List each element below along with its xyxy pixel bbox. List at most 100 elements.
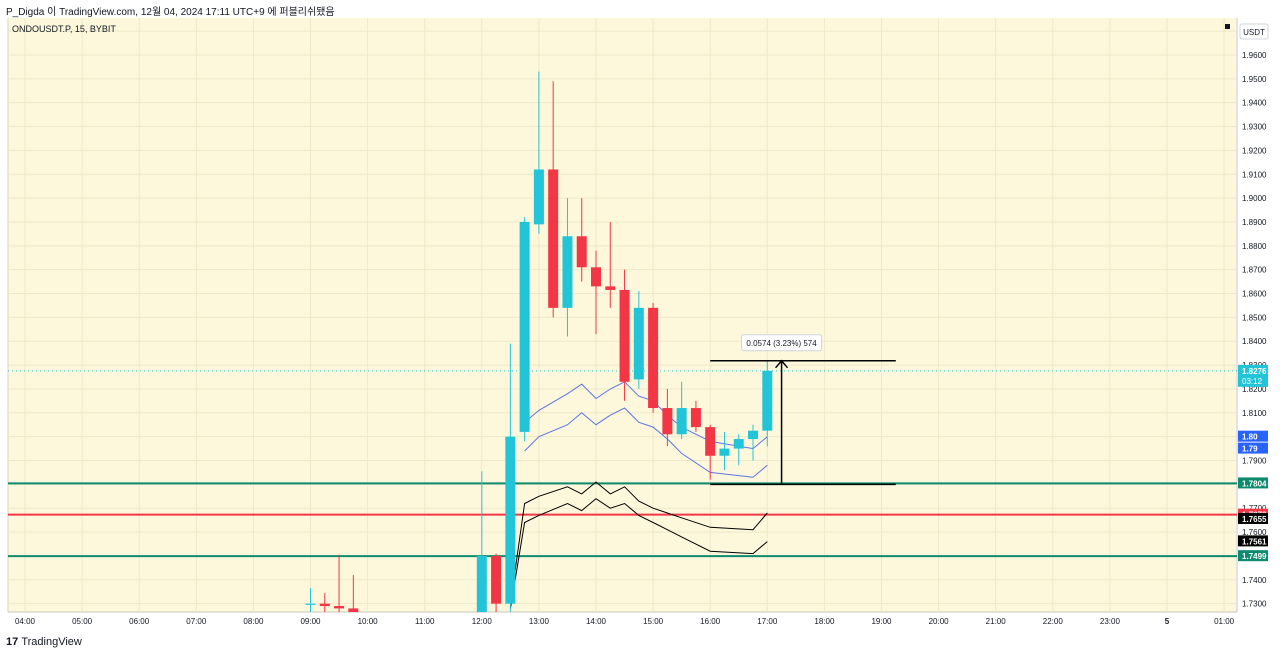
candle-body [705, 427, 716, 456]
price-badge-box [1238, 535, 1268, 547]
x-tick-label: 05:00 [72, 617, 93, 626]
candle[interactable] [762, 360, 773, 447]
logo-name: TradingView [21, 636, 82, 648]
symbol-label: ONDOUSDT.P, 15, BYBIT [12, 24, 116, 34]
black-band-upper [509, 481, 768, 604]
x-tick-label: 13:00 [529, 617, 550, 626]
y-tick-label: 1.9500 [1242, 75, 1267, 84]
candle-body [648, 307, 659, 409]
blue-band-lower [524, 407, 768, 478]
y-tick-label: 1.8900 [1242, 218, 1267, 227]
price-badge: 1.7561 [1242, 537, 1267, 546]
black-band-lower [509, 498, 768, 609]
x-tick-label: 21:00 [986, 617, 1007, 626]
candle[interactable] [619, 269, 630, 401]
x-tick-label: 5 [1165, 617, 1170, 626]
current-price-badge-countdown: 03:12 [1242, 377, 1263, 386]
chart-area[interactable]: ONDOUSDT.P, 15, BYBIT 0.0574 (3.23%) 574 U… [0, 18, 1280, 630]
candle-body [519, 221, 530, 432]
x-tick-label: 22:00 [1043, 617, 1064, 626]
candle[interactable] [733, 434, 744, 466]
candle[interactable] [348, 575, 359, 612]
candle[interactable] [662, 388, 673, 447]
x-tick-label: 01:00 [1214, 617, 1235, 626]
candle[interactable] [705, 424, 716, 480]
price-badge-box [1238, 430, 1268, 442]
current-price-badge-box [1238, 364, 1268, 387]
measure-label: 0.0574 (3.23%) 574 [746, 339, 817, 348]
x-tick-label: 06:00 [129, 617, 150, 626]
level-badge-box [1238, 550, 1268, 562]
candle[interactable] [491, 553, 502, 612]
candle[interactable] [533, 71, 544, 234]
y-tick-label: 1.9000 [1242, 194, 1267, 203]
candle-body [348, 608, 359, 612]
y-tick-label: 1.7600 [1242, 528, 1267, 537]
candle-body [533, 169, 544, 225]
candle-body [305, 603, 316, 605]
candle[interactable] [591, 250, 601, 335]
footer-bar: 17 TradingView [0, 632, 1280, 654]
price-badge-box [1238, 512, 1268, 524]
candle-body [319, 603, 330, 607]
candle[interactable] [605, 221, 616, 308]
chart-menu-icon[interactable] [1225, 24, 1230, 29]
y-tick-label: 1.9600 [1242, 51, 1267, 60]
candle-body [676, 408, 687, 435]
candle-body [576, 236, 587, 268]
x-tick-label: 18:00 [814, 617, 835, 626]
x-tick-label: 08:00 [243, 617, 264, 626]
y-tick-label: 1.9400 [1242, 99, 1267, 108]
price-badge: 1.80 [1242, 433, 1258, 442]
candle[interactable] [719, 431, 730, 471]
measure-arrow-head-icon [775, 359, 789, 369]
candle[interactable] [305, 588, 316, 612]
candle[interactable] [548, 81, 559, 318]
candle-body [548, 169, 559, 308]
candle[interactable] [690, 400, 701, 432]
y-tick-label: 1.8600 [1242, 290, 1267, 299]
candle-body [733, 439, 744, 449]
candle-body [505, 436, 516, 604]
candle[interactable] [676, 381, 687, 440]
candle[interactable] [748, 424, 759, 461]
price-badge-box [1238, 442, 1268, 454]
candle-body [591, 267, 601, 287]
x-tick-label: 11:00 [415, 617, 435, 626]
candle[interactable] [633, 291, 644, 389]
candle[interactable] [648, 303, 659, 413]
candle[interactable] [519, 217, 530, 442]
candle-body [690, 408, 701, 428]
y-tick-label: 1.9100 [1242, 170, 1267, 179]
y-tick-label: 1.7400 [1242, 576, 1267, 585]
candle-body [748, 430, 759, 440]
candlestick-chart[interactable]: ONDOUSDT.P, 15, BYBIT 0.0574 (3.23%) 574 U… [0, 18, 1280, 630]
x-tick-label: 14:00 [586, 617, 607, 626]
candle[interactable] [334, 554, 345, 612]
x-tick-label: 23:00 [1100, 617, 1121, 626]
price-range-measure[interactable]: 0.0574 (3.23%) 574 [710, 334, 896, 486]
current-price-badge: 1.8276 [1242, 367, 1267, 376]
x-tick-label: 20:00 [929, 617, 950, 626]
level-badge: 1.7499 [1242, 552, 1267, 561]
candle[interactable] [505, 343, 516, 612]
tradingview-logo[interactable]: 17 TradingView [6, 636, 82, 648]
candle[interactable] [476, 471, 487, 612]
candle-body [662, 408, 673, 435]
candle[interactable] [576, 198, 587, 282]
y-tick-label: 1.8500 [1242, 313, 1267, 322]
candle-body [633, 307, 644, 380]
candle[interactable] [319, 592, 330, 612]
level-badge-box [1238, 477, 1268, 489]
candle[interactable] [562, 198, 573, 337]
currency-box[interactable] [1239, 23, 1269, 40]
measure-label-box [741, 334, 823, 352]
publisher-bar: P_Digda 이 TradingView.com, 12월 04, 2024 … [0, 0, 1280, 18]
x-tick-label: 16:00 [700, 617, 721, 626]
y-tick-label: 1.8100 [1242, 409, 1267, 418]
candle-body [619, 289, 630, 382]
x-tick-label: 15:00 [643, 617, 664, 626]
time-axis-background [0, 613, 1280, 630]
y-tick-label: 1.8200 [1242, 385, 1267, 394]
x-tick-label: 17:00 [757, 617, 778, 626]
